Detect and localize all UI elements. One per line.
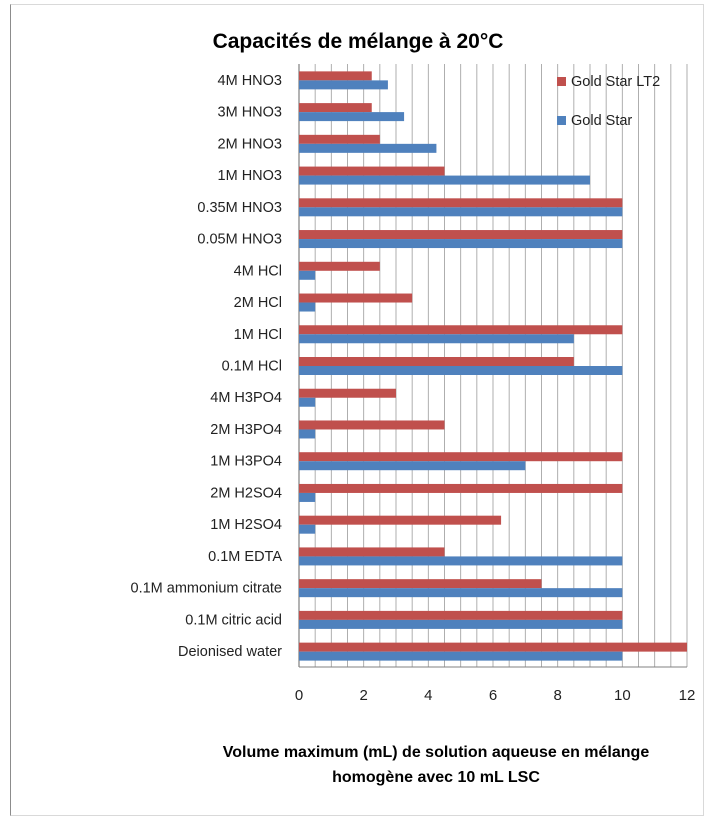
- bar-gold-star-lt2-14: [299, 515, 502, 525]
- bars: [299, 71, 687, 661]
- bar-gold-star-10: [299, 397, 316, 407]
- bar-gold-star-7: [299, 302, 316, 312]
- bar-gold-star-1: [299, 112, 405, 122]
- x-tick-label: 8: [553, 687, 561, 704]
- bar-gold-star-14: [299, 524, 316, 534]
- category-label: 0.1M HCl: [222, 359, 282, 375]
- x-tick-label: 10: [614, 687, 631, 704]
- chart-title: Capacités de mélange à 20°C: [213, 30, 504, 53]
- category-label: 1M H3PO4: [210, 454, 282, 470]
- bar-gold-star-5: [299, 239, 623, 249]
- bar-gold-star-15: [299, 556, 623, 566]
- bar-gold-star-8: [299, 334, 574, 344]
- x-tick-label: 4: [424, 687, 432, 704]
- category-label: 4M HNO3: [218, 73, 282, 89]
- bar-gold-star-lt2-16: [299, 579, 542, 589]
- x-axis-label-line-1: Volume maximum (mL) de solution aqueuse …: [223, 744, 650, 761]
- x-tick-label: 0: [295, 687, 303, 704]
- category-label: 3M HNO3: [218, 105, 282, 121]
- bar-gold-star-lt2-15: [299, 547, 445, 557]
- bar-gold-star-lt2-1: [299, 103, 372, 113]
- bar-gold-star-lt2-0: [299, 71, 372, 81]
- bar-gold-star-3: [299, 175, 590, 185]
- bar-gold-star-lt2-8: [299, 325, 623, 335]
- category-label: 2M HCl: [234, 295, 282, 311]
- x-tick-label: 2: [359, 687, 367, 704]
- bar-gold-star-17: [299, 619, 623, 629]
- bar-gold-star-lt2-11: [299, 420, 445, 430]
- legend: Gold Star LT2 Gold Star: [557, 74, 660, 129]
- x-tick-labels: 0 2 4 6 8 10 12: [295, 687, 696, 704]
- bar-gold-star-13: [299, 492, 316, 502]
- bar-gold-star-lt2-17: [299, 610, 623, 620]
- legend-label: Gold Star: [571, 113, 632, 129]
- bar-gold-star-lt2-12: [299, 452, 623, 462]
- x-tick-label: 6: [489, 687, 497, 704]
- bar-gold-star-6: [299, 270, 316, 280]
- bar-gold-star-lt2-7: [299, 293, 413, 303]
- category-label: 4M HCl: [234, 263, 282, 279]
- legend-swatch: [557, 116, 566, 125]
- bar-gold-star-lt2-2: [299, 134, 380, 144]
- bar-gold-star-16: [299, 588, 623, 598]
- bar-gold-star-lt2-9: [299, 357, 574, 366]
- category-label: 2M H2SO4: [210, 485, 282, 501]
- category-label: 2M HNO3: [218, 136, 282, 152]
- bar-gold-star-12: [299, 461, 526, 471]
- bar-gold-star-4: [299, 207, 623, 217]
- category-label: 2M H3PO4: [210, 422, 282, 438]
- legend-swatch: [557, 77, 566, 86]
- bar-gold-star-lt2-3: [299, 166, 445, 176]
- category-labels: 4M HNO3 3M HNO3 2M HNO3 1M HNO3 0.35M HNO3 0.…: [131, 73, 283, 660]
- legend-label: Gold Star LT2: [571, 74, 660, 90]
- category-label: 1M HNO3: [218, 168, 282, 184]
- bar-gold-star-lt2-5: [299, 230, 623, 240]
- bar-gold-star-lt2-6: [299, 261, 380, 271]
- category-label: 0.1M ammonium citrate: [131, 581, 283, 597]
- bar-gold-star-lt2-4: [299, 198, 623, 208]
- category-label: 1M H2SO4: [210, 517, 282, 533]
- category-label: 1M HCl: [234, 327, 282, 343]
- bar-gold-star-lt2-13: [299, 483, 623, 493]
- bar-gold-star-lt2-10: [299, 388, 396, 398]
- bar-gold-star-2: [299, 143, 437, 153]
- bar-gold-star-0: [299, 80, 388, 90]
- x-axis-label-line-2: homogène avec 10 mL LSC: [332, 769, 540, 786]
- category-label: 0.1M citric acid: [185, 612, 282, 628]
- category-label: 4M H3PO4: [210, 390, 282, 406]
- bar-gold-star-9: [299, 366, 623, 375]
- category-label: Deionised water: [178, 644, 282, 660]
- category-label: 0.1M EDTA: [208, 549, 282, 565]
- bar-gold-star-11: [299, 429, 316, 439]
- x-tick-label: 12: [679, 687, 696, 704]
- category-label: 0.35M HNO3: [197, 200, 282, 216]
- bar-gold-star-18: [299, 651, 623, 661]
- bar-gold-star-lt2-18: [299, 642, 687, 652]
- category-label: 0.05M HNO3: [197, 232, 282, 248]
